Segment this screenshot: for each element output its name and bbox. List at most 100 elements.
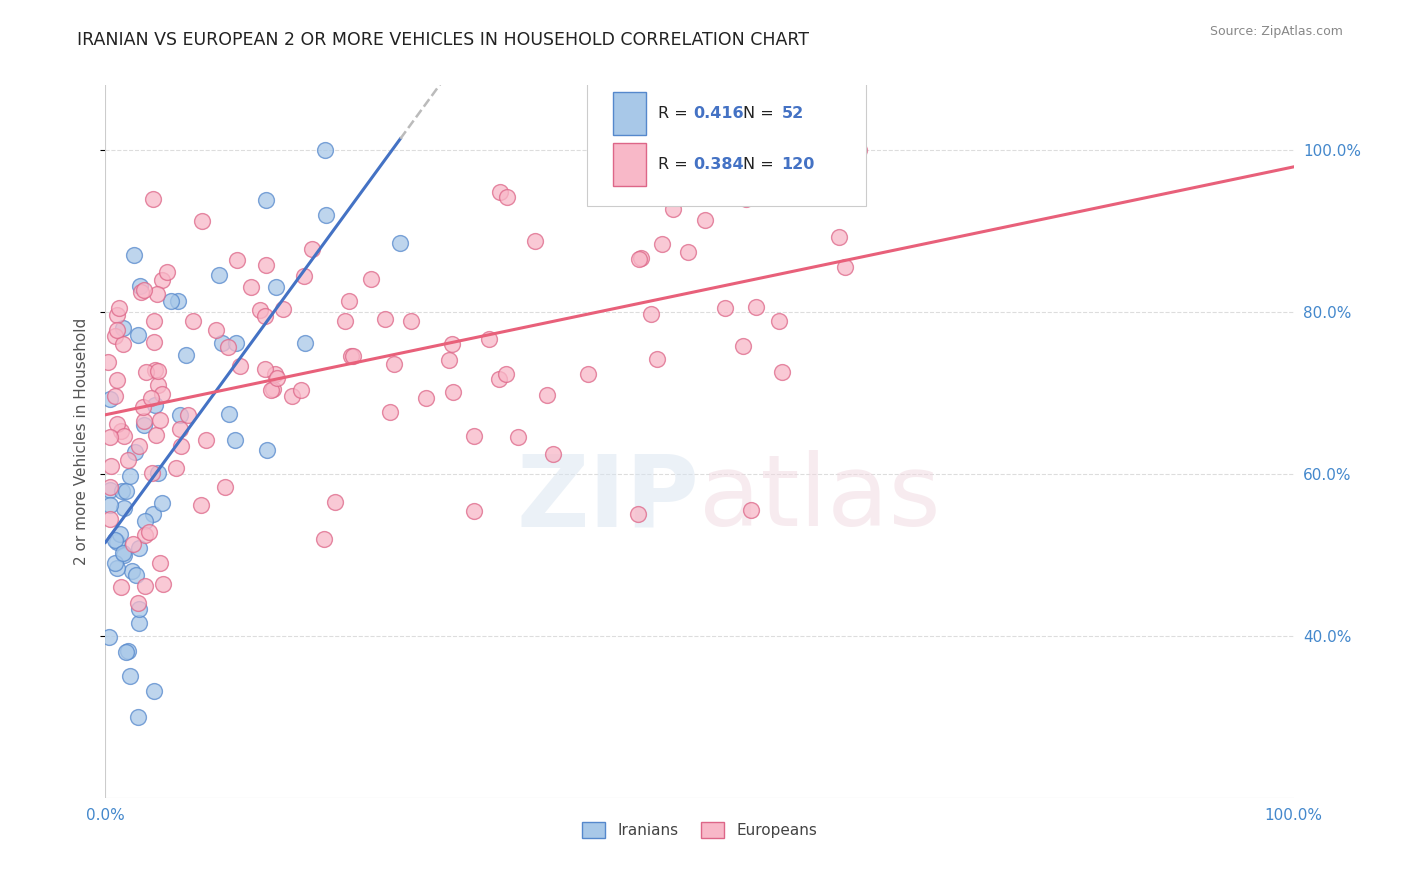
Text: 0.384: 0.384 xyxy=(693,157,744,172)
Point xyxy=(107,323,129,337)
Point xyxy=(152,577,174,591)
Point xyxy=(834,260,856,274)
Point xyxy=(152,387,174,401)
Point xyxy=(389,236,412,251)
Point xyxy=(254,194,277,208)
Point xyxy=(100,458,122,473)
Point xyxy=(114,548,136,562)
Point xyxy=(693,213,716,227)
Point xyxy=(292,269,315,284)
Point xyxy=(399,313,422,327)
Point xyxy=(256,442,278,457)
Point xyxy=(128,541,150,556)
Point xyxy=(100,430,122,444)
Point xyxy=(810,143,832,157)
Point xyxy=(134,414,156,428)
Point xyxy=(146,377,169,392)
Point xyxy=(149,413,172,427)
Point xyxy=(114,500,136,515)
Point xyxy=(676,244,699,259)
Point xyxy=(174,348,197,362)
Text: N =: N = xyxy=(744,106,779,120)
Point xyxy=(208,268,231,282)
Point xyxy=(110,527,132,541)
Point xyxy=(770,365,793,379)
Point xyxy=(129,285,152,299)
Point xyxy=(627,252,650,267)
Point xyxy=(536,388,558,402)
Point xyxy=(828,229,851,244)
Text: 52: 52 xyxy=(782,106,804,120)
Point xyxy=(181,314,204,328)
Point xyxy=(143,398,166,412)
Point xyxy=(104,329,127,343)
Point xyxy=(191,214,214,228)
Point xyxy=(415,391,437,405)
Point xyxy=(146,466,169,480)
Point xyxy=(107,309,129,323)
Point xyxy=(768,314,790,328)
Point xyxy=(266,371,288,385)
Point xyxy=(107,373,129,387)
Point xyxy=(135,365,157,379)
Point xyxy=(145,427,167,442)
Point xyxy=(98,480,121,494)
Text: N =: N = xyxy=(744,157,779,172)
Point xyxy=(105,535,128,549)
Point xyxy=(134,514,156,528)
Point xyxy=(149,556,172,570)
Point xyxy=(167,293,190,308)
Point xyxy=(312,533,335,547)
Point xyxy=(205,323,228,337)
Text: atlas: atlas xyxy=(700,450,941,547)
Point xyxy=(143,363,166,377)
Point xyxy=(495,367,517,381)
Point xyxy=(112,546,135,560)
Point xyxy=(382,358,405,372)
Point xyxy=(488,372,510,386)
Point xyxy=(132,418,155,433)
Point xyxy=(225,336,247,351)
Point xyxy=(253,310,276,324)
Point xyxy=(124,445,146,459)
Point xyxy=(848,143,870,157)
Point xyxy=(226,252,249,267)
Point xyxy=(249,302,271,317)
Point xyxy=(169,409,191,423)
Point xyxy=(506,430,529,444)
Point xyxy=(218,407,240,421)
Point xyxy=(489,185,512,199)
Text: R =: R = xyxy=(658,106,693,120)
Point xyxy=(211,336,233,351)
Point xyxy=(169,422,191,436)
Point xyxy=(240,279,263,293)
Point xyxy=(134,283,156,297)
Point xyxy=(160,294,183,309)
Point xyxy=(134,528,156,542)
Point xyxy=(495,190,517,204)
Point xyxy=(98,498,121,512)
Point xyxy=(165,460,187,475)
Point xyxy=(120,669,142,683)
FancyBboxPatch shape xyxy=(613,92,645,135)
Point xyxy=(262,383,284,397)
Point xyxy=(127,596,149,610)
Point xyxy=(478,332,501,346)
Point xyxy=(112,336,135,351)
Point xyxy=(342,349,364,363)
Point xyxy=(142,314,165,328)
Point xyxy=(142,335,165,350)
Point xyxy=(651,237,673,252)
Point xyxy=(271,301,294,316)
Point xyxy=(110,425,132,439)
Point xyxy=(134,579,156,593)
Point xyxy=(337,294,360,309)
Point xyxy=(121,565,143,579)
Point xyxy=(107,561,129,575)
Point xyxy=(224,434,246,448)
Point xyxy=(294,336,316,351)
Point xyxy=(640,306,662,320)
Point xyxy=(360,272,382,286)
Point xyxy=(731,339,754,353)
Point xyxy=(630,251,652,265)
